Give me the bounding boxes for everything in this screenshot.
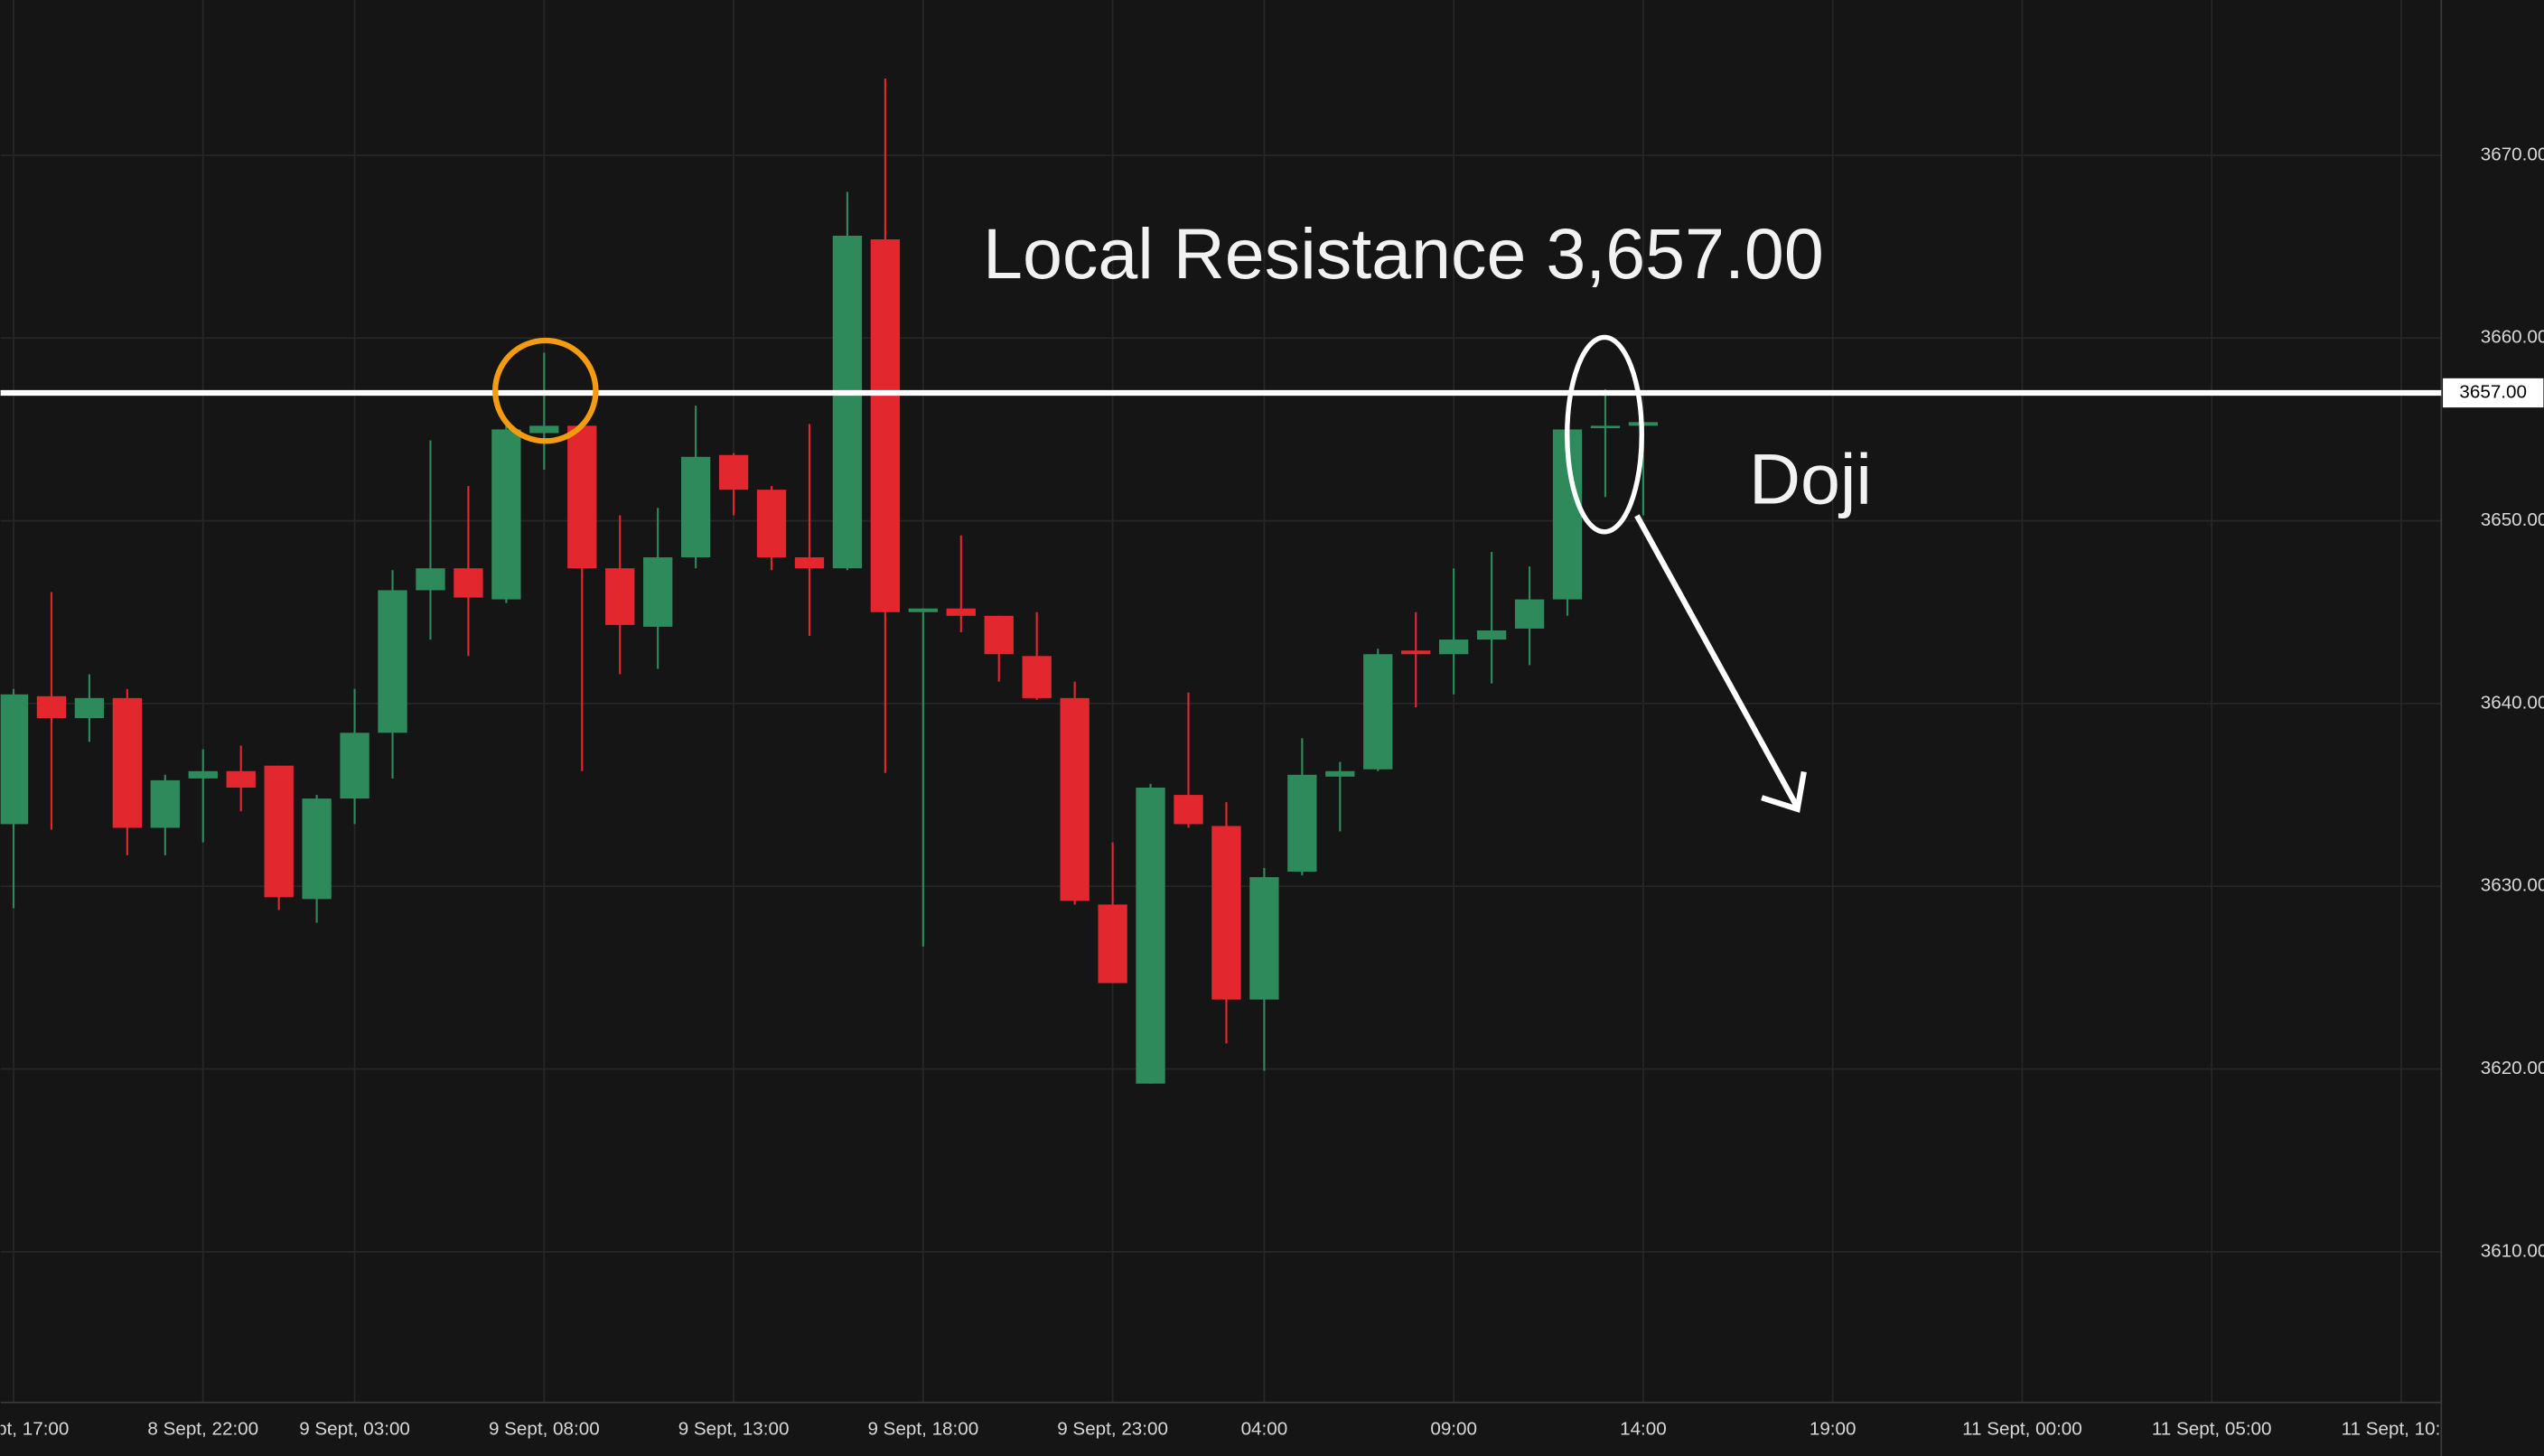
x-tick-label: 9 Sept, 03:00 (299, 1419, 410, 1440)
candle-body (340, 733, 369, 799)
candle-body (680, 456, 711, 558)
arrow-head (1761, 770, 1807, 813)
candle-body (870, 239, 901, 612)
candle-body (567, 425, 597, 569)
candle-body (756, 490, 787, 558)
candle-body (1514, 599, 1545, 629)
candle-body (1363, 654, 1393, 770)
x-tick-label: 09:00 (1430, 1419, 1477, 1440)
candle-body (378, 590, 407, 733)
candle-body (188, 770, 218, 779)
y-tick-label: 3670.00 (2481, 144, 2544, 164)
candle-body (946, 608, 976, 616)
candle-body (1476, 630, 1507, 640)
x-tick-label: 8 Sept, 22:00 (147, 1419, 258, 1440)
candle-body (36, 695, 67, 719)
candle-body (264, 765, 294, 898)
candle-body (1098, 904, 1127, 984)
candle-body (302, 798, 332, 900)
x-tick-label: 11 Sept, 10:00 (2342, 1419, 2462, 1440)
candle-body (112, 697, 143, 828)
y-tick-label: 3620.00 (2481, 1058, 2544, 1078)
candle-body (1211, 826, 1241, 1000)
candle-body (1060, 697, 1090, 901)
x-tick-label: 19:00 (1810, 1419, 1857, 1440)
candle-body (0, 694, 29, 825)
x-tick-label: 8 Sept, 17:00 (0, 1419, 69, 1440)
highlight-circle (492, 337, 599, 444)
y-tick-label: 3650.00 (2481, 509, 2544, 530)
x-axis: 8 Sept, 17:00 8 Sept, 22:00 9 Sept, 03:00 9… (0, 1419, 2462, 1440)
x-tick-label: 9 Sept, 08:00 (489, 1419, 600, 1440)
candle-body (832, 235, 863, 569)
candle-body (150, 779, 180, 828)
candle-body (1590, 425, 1621, 429)
x-tick-label: 9 Sept, 18:00 (867, 1419, 978, 1440)
candle-body (984, 615, 1014, 655)
candle-body (1136, 787, 1165, 1084)
arrow-shaft (1634, 514, 1800, 809)
doji-ellipse (1565, 334, 1644, 535)
y-tick-label: 3630.00 (2481, 875, 2544, 896)
candle-body (491, 429, 521, 600)
x-tick-label: 11 Sept, 05:00 (2152, 1419, 2272, 1440)
candle-body (1287, 774, 1317, 873)
x-tick-label: 04:00 (1241, 1419, 1288, 1440)
candle-body (1401, 650, 1431, 655)
resistance-price-label: 3657.00 (2459, 381, 2527, 402)
candle-body (74, 697, 105, 719)
x-tick-label: 14:00 (1620, 1419, 1667, 1440)
candle-body (1439, 639, 1469, 655)
candle-body (643, 557, 673, 627)
x-tick-label: 11 Sept, 00:00 (1962, 1419, 2082, 1440)
y-tick-label: 3660.00 (2481, 327, 2544, 348)
resistance-annotation: Local Resistance 3,657.00 (983, 214, 1824, 294)
candle-body (1325, 770, 1355, 777)
resistance-price-box (2443, 378, 2544, 408)
annotations: Local Resistance 3,657.00 Doji (492, 214, 1872, 813)
y-tick-label: 3610.00 (2481, 1240, 2544, 1261)
candle-body (718, 454, 749, 490)
candle-body (226, 770, 256, 788)
candle-body (908, 608, 938, 612)
y-tick-label: 3640.00 (2481, 692, 2544, 713)
candle-body (1022, 656, 1052, 698)
candle-body (605, 568, 635, 625)
candle-body (416, 568, 445, 591)
doji-annotation: Doji (1749, 440, 1872, 519)
candles (0, 78, 1659, 1084)
candle-body (1249, 877, 1279, 1000)
y-axis: 3610.00 3620.00 3630.00 3640.00 3650.00 3660.… (2481, 144, 2544, 1261)
x-tick-label: 9 Sept, 23:00 (1057, 1419, 1168, 1440)
candle-body (794, 557, 825, 569)
candle-body (529, 425, 559, 434)
x-tick-label: 9 Sept, 13:00 (678, 1419, 790, 1440)
candle-body (454, 568, 483, 598)
candle-body (1174, 795, 1203, 825)
